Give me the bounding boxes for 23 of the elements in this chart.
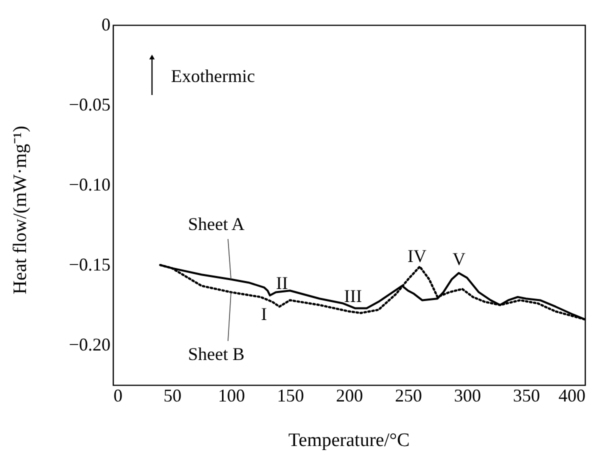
text: Sheet B [188, 344, 244, 364]
x-tick-label: 200 [336, 386, 363, 406]
annotation: Exothermic [171, 66, 255, 86]
x-tick-label: 300 [454, 386, 481, 406]
x-tick-label: 150 [277, 386, 304, 406]
annotation: IV [408, 246, 426, 266]
x-tick-label: 250 [395, 386, 422, 406]
y-tick-label: −0.10 [68, 174, 110, 194]
x-tick-label: 100 [218, 386, 245, 406]
x-axis-title: Temperature/°C [288, 430, 410, 451]
annotation: V [452, 249, 466, 269]
annotation: II [276, 273, 288, 293]
annotation: III [344, 286, 362, 306]
annotation: I [261, 304, 267, 324]
x-tick-label: 350 [513, 386, 540, 406]
y-tick-label: −0.05 [68, 94, 110, 114]
y-tick-label: 0 [102, 14, 110, 34]
text: Sheet A [188, 214, 244, 234]
x-tick-label: 400 [558, 386, 586, 406]
y-tick-label: −0.20 [68, 334, 110, 354]
x-tick-label: 50 [164, 386, 182, 406]
y-axis-title: Heat flow/(mW·mg⁻¹) [10, 126, 31, 294]
y-tick-label: −0.15 [68, 254, 110, 274]
